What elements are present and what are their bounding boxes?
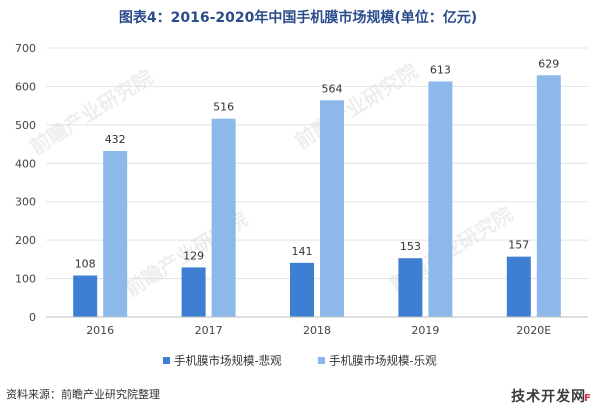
bar	[398, 258, 423, 317]
data-label: 129	[183, 249, 204, 262]
watermark: 前瞻产业研究院	[291, 59, 422, 154]
y-tick-label: 200	[15, 234, 36, 247]
watermark: 前瞻产业研究院	[26, 65, 157, 160]
y-tick-label: 100	[15, 273, 36, 286]
data-labels: 108 432 129 516 141 564 153 613 157 629	[75, 57, 560, 270]
x-tick-label: 2016	[86, 324, 114, 337]
bar	[103, 150, 128, 317]
bar	[211, 118, 236, 317]
data-label: 157	[508, 239, 529, 252]
bar	[290, 262, 314, 317]
x-tick-label: 2020E	[516, 324, 551, 337]
y-tick-label: 500	[15, 119, 36, 132]
legend-label: 手机膜市场规模-悲观	[174, 354, 282, 368]
footer-logo-text: 技术开发网	[511, 389, 587, 405]
gridlines	[46, 47, 588, 280]
bars	[73, 75, 561, 318]
y-tick-label: 0	[29, 311, 36, 324]
data-label: 432	[105, 133, 126, 146]
legend-label: 手机膜市场规模-乐观	[329, 354, 437, 368]
y-tick-label: 400	[15, 157, 36, 170]
data-label: 629	[538, 57, 559, 70]
data-label: 153	[400, 240, 421, 253]
y-tick-label: 700	[15, 42, 36, 55]
data-label: 141	[292, 245, 313, 258]
data-label: 564	[322, 82, 343, 95]
bar	[428, 81, 453, 317]
data-label: 613	[430, 63, 451, 76]
legend: 手机膜市场规模-悲观 手机膜市场规模-乐观	[163, 354, 437, 368]
data-label: 516	[213, 101, 234, 114]
bar	[506, 256, 531, 317]
y-tick-label: 300	[15, 196, 36, 209]
x-tick-label: 2017	[195, 324, 223, 337]
bar	[536, 75, 561, 317]
logo-mark-icon: F	[584, 393, 592, 404]
legend-swatch	[318, 357, 325, 364]
x-tick-label: 2019	[411, 324, 439, 337]
bar	[320, 100, 344, 318]
x-tick-label: 2018	[303, 324, 331, 337]
source-note: 资料来源：前瞻产业研究院整理	[6, 388, 160, 401]
chart-title: 图表4：2016-2020年中国手机膜市场规模(单位：亿元)	[119, 9, 477, 26]
data-label: 108	[75, 257, 96, 270]
y-tick-label: 600	[15, 80, 36, 93]
axes: 0 100 200 300 400 500 600 700 2016 2017 2018 2019 20…	[15, 42, 588, 337]
bar	[73, 275, 98, 317]
footer-logo: 技术开发网F	[511, 386, 592, 406]
bar	[181, 267, 206, 317]
legend-swatch	[163, 357, 170, 364]
